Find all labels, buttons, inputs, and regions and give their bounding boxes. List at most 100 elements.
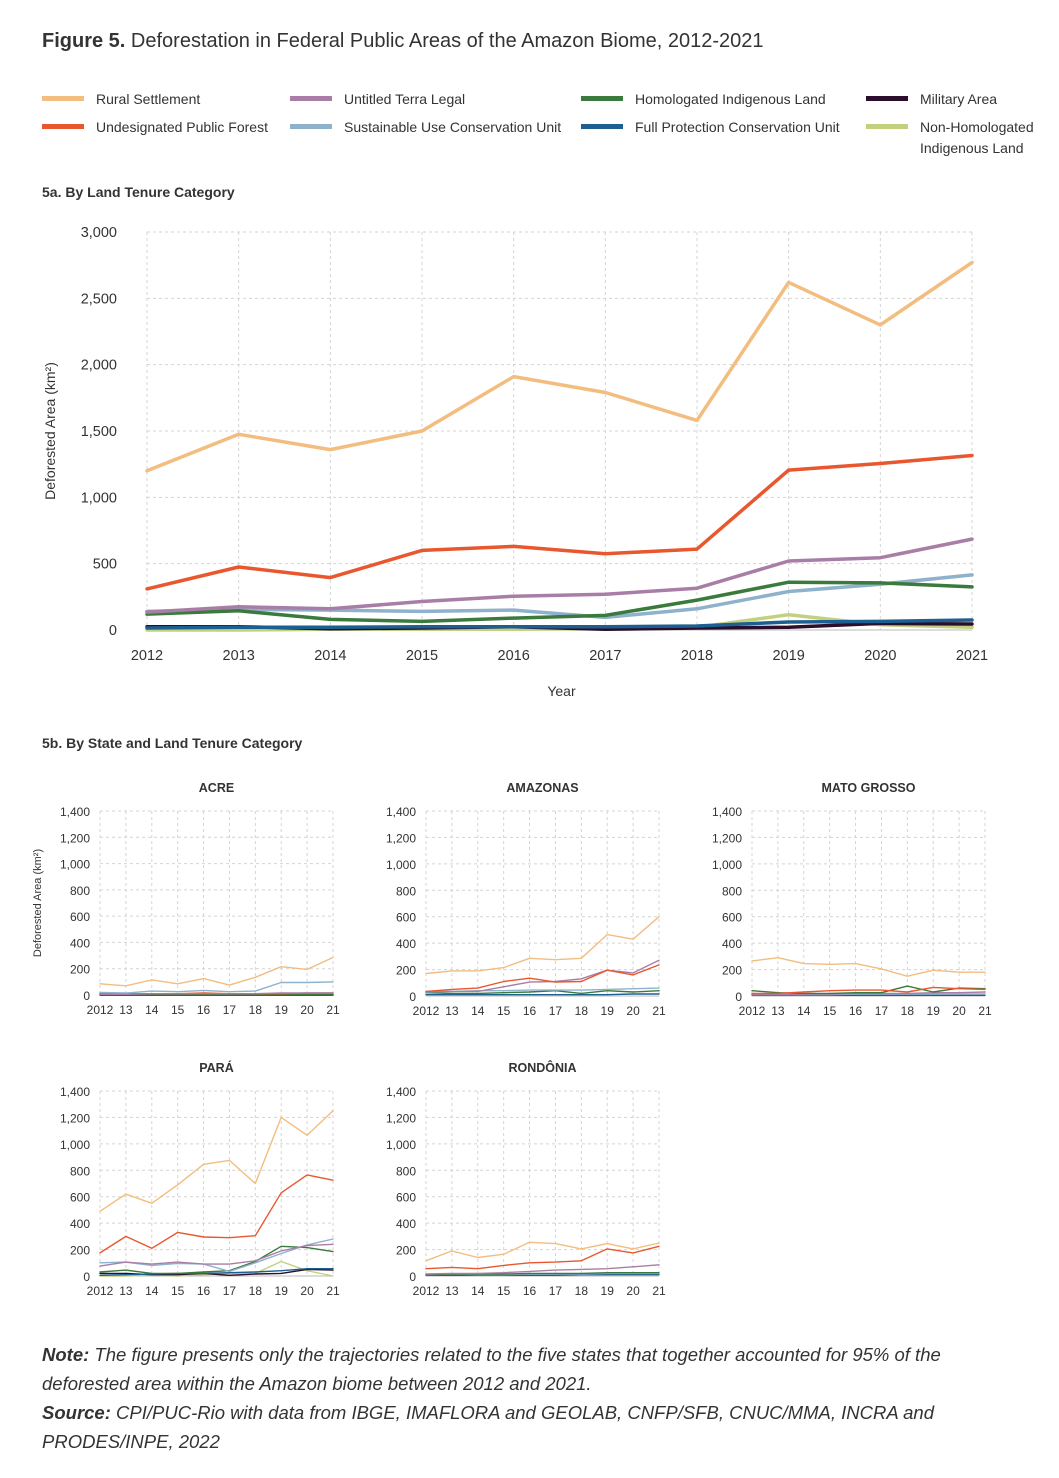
legend-item-military-area: Military Area <box>866 89 997 110</box>
para-x-tick-label: 16 <box>197 1284 211 1298</box>
mato-grosso-y-tick-label: 200 <box>722 964 742 978</box>
amazonas-y-tick-label: 200 <box>396 964 416 978</box>
figure-label: Figure 5. <box>42 30 126 52</box>
amazonas-series-homologated-indigenous-land <box>425 990 660 995</box>
note-text: The figure presents only the trajectorie… <box>42 1344 941 1394</box>
mato-grosso-y-tick-label: 600 <box>722 911 742 925</box>
acre-y-tick-label: 1,200 <box>60 831 90 845</box>
legend-item-non-homologated-indigenous-land: Non-Homologated Indigenous Land <box>866 117 1034 159</box>
main-series-sustainable-use-conservation-unit <box>145 573 974 620</box>
main-series-undesignated-public-forest <box>145 453 974 591</box>
legend-label: Homologated Indigenous Land <box>635 91 826 107</box>
main-x-tick-label: 2017 <box>589 648 621 664</box>
para-y-tick-label: 200 <box>70 1244 90 1258</box>
rondonia-chart-title: RONDÔNIA <box>508 1060 576 1075</box>
para-y-tick-label: 1,000 <box>60 1138 90 1152</box>
para-series-rural-settlement <box>99 1110 334 1213</box>
mato-grosso-chart-title: MATO GROSSO <box>822 781 916 795</box>
rondonia-y-tick-label: 200 <box>396 1244 416 1258</box>
amazonas-y-tick-label: 800 <box>396 884 416 898</box>
note-line: Note: The figure presents only the traje… <box>42 1340 1032 1398</box>
amazonas-x-tick-label: 15 <box>497 1004 511 1018</box>
legend-item-undesignated-public-forest: Undesignated Public Forest <box>42 117 268 138</box>
main-x-tick-label: 2020 <box>864 648 896 664</box>
main-series-full-protection-conservation-unit <box>145 618 974 630</box>
amazonas-y-tick-label: 400 <box>396 937 416 951</box>
acre-y-tick-label: 200 <box>70 963 90 977</box>
note-label: Note: <box>42 1344 90 1365</box>
legend-swatch <box>290 96 332 101</box>
source-line: Source: CPI/PUC-Rio with data from IBGE,… <box>42 1398 1032 1456</box>
para-series-full-protection-conservation-unit <box>99 1267 334 1277</box>
mato-grosso-y-tick-label: 1,000 <box>712 858 742 872</box>
mato-grosso-x-tick-label: 2012 <box>739 1004 766 1018</box>
legend-label: Untitled Terra Legal <box>344 91 466 107</box>
legend-item-homologated-indigenous-land: Homologated Indigenous Land <box>581 89 826 110</box>
rondonia-y-tick-label: 600 <box>396 1191 416 1205</box>
acre-x-tick-label: 17 <box>223 1003 237 1017</box>
para-x-tick-label: 14 <box>145 1284 159 1298</box>
main-x-tick-label: 2013 <box>223 648 255 664</box>
acre-y-tick-label: 800 <box>70 884 90 898</box>
amazonas-y-tick-label: 600 <box>396 911 416 925</box>
para-y-tick-label: 0 <box>83 1270 90 1284</box>
rondonia-y-tick-label: 1,000 <box>386 1138 416 1152</box>
amazonas-x-tick-label: 21 <box>652 1004 666 1018</box>
para-x-tick-label: 13 <box>119 1284 133 1298</box>
legend-swatch <box>290 124 332 129</box>
legend-label: Full Protection Conservation Unit <box>635 119 840 135</box>
main-y-tick-label: 1,000 <box>81 490 117 506</box>
rondonia-y-tick-label: 0 <box>409 1270 416 1284</box>
para-x-tick-label: 18 <box>249 1284 263 1298</box>
amazonas-x-tick-label: 20 <box>626 1004 640 1018</box>
note-block: Note: The figure presents only the traje… <box>42 1340 1032 1456</box>
rondonia-y-tick-label: 1,400 <box>386 1085 416 1099</box>
mato-grosso-y-tick-label: 400 <box>722 937 742 951</box>
para-x-tick-label: 21 <box>326 1284 340 1298</box>
acre-y-tick-label: 400 <box>70 936 90 950</box>
amazonas-y-tick-label: 1,400 <box>386 805 416 819</box>
main-y-tick-label: 2,000 <box>81 358 117 374</box>
mato-grosso-x-tick-label: 14 <box>797 1004 811 1018</box>
acre-x-tick-label: 16 <box>197 1003 211 1017</box>
rondonia-series-untitled-terra-legal <box>425 1264 660 1275</box>
para-series-undesignated-public-forest <box>99 1174 334 1254</box>
acre-y-axis-label: Deforested Area (km²) <box>32 849 44 957</box>
rondonia-y-tick-label: 1,200 <box>386 1111 416 1125</box>
legend-label: Undesignated Public Forest <box>96 119 268 135</box>
acre-series-untitled-terra-legal <box>99 992 334 995</box>
acre-y-tick-label: 1,400 <box>60 805 90 819</box>
acre-series-sustainable-use-conservation-unit <box>99 981 334 994</box>
para-series-untitled-terra-legal <box>99 1243 334 1267</box>
legend-label: Non-Homologated Indigenous Land <box>920 119 1034 156</box>
acre-y-tick-label: 600 <box>70 910 90 924</box>
section-a-title: 5a. By Land Tenure Category <box>42 184 235 200</box>
mato-grosso-x-tick-label: 15 <box>823 1004 837 1018</box>
para-chart-title: PARÁ <box>199 1060 234 1075</box>
amazonas-x-tick-label: 16 <box>523 1004 537 1018</box>
main-x-tick-label: 2012 <box>131 648 163 664</box>
mato-grosso-x-tick-label: 18 <box>901 1004 915 1018</box>
legend-label: Sustainable Use Conservation Unit <box>344 119 562 135</box>
main-series-untitled-terra-legal <box>145 537 974 614</box>
para-y-tick-label: 800 <box>70 1164 90 1178</box>
acre-x-tick-label: 18 <box>249 1003 263 1017</box>
amazonas-series-untitled-terra-legal <box>425 959 660 993</box>
amazonas-y-tick-label: 0 <box>409 990 416 1004</box>
mato-grosso-x-tick-label: 16 <box>849 1004 863 1018</box>
main-x-tick-label: 2019 <box>773 648 805 664</box>
para-x-tick-label: 2012 <box>87 1284 114 1298</box>
rondonia-x-tick-label: 20 <box>626 1284 640 1298</box>
para-x-tick-label: 17 <box>223 1284 237 1298</box>
main-y-axis-label: Deforested Area (km²) <box>42 362 58 500</box>
legend-swatch <box>581 124 623 129</box>
amazonas-x-tick-label: 17 <box>549 1004 563 1018</box>
legend-item-rural-settlement: Rural Settlement <box>42 89 200 110</box>
rondonia-x-tick-label: 14 <box>471 1284 485 1298</box>
main-y-tick-label: 500 <box>93 557 117 573</box>
acre-x-tick-label: 15 <box>171 1003 185 1017</box>
mato-grosso-y-tick-label: 0 <box>735 990 742 1004</box>
rondonia-x-tick-label: 2012 <box>413 1284 440 1298</box>
amazonas-x-tick-label: 13 <box>445 1004 459 1018</box>
